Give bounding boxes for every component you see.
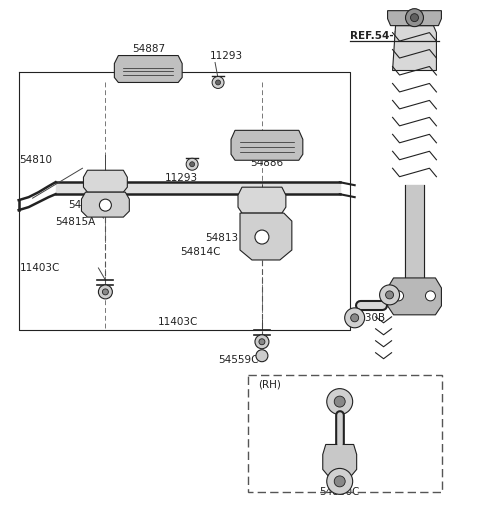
Text: 54815A: 54815A (56, 217, 96, 227)
Circle shape (259, 339, 265, 345)
Text: 54830C: 54830C (320, 487, 360, 497)
Circle shape (190, 162, 194, 167)
Circle shape (327, 468, 353, 494)
Bar (248, 375, 443, 492)
Circle shape (425, 291, 435, 301)
Polygon shape (387, 11, 442, 26)
Text: 54830B: 54830B (345, 313, 385, 323)
Circle shape (212, 77, 224, 88)
Circle shape (256, 350, 268, 361)
Text: 11403C: 11403C (20, 263, 60, 273)
Text: 54814C: 54814C (180, 247, 221, 257)
Circle shape (255, 335, 269, 349)
Polygon shape (323, 445, 357, 476)
Circle shape (327, 389, 353, 415)
Circle shape (255, 230, 269, 244)
Polygon shape (387, 278, 442, 315)
Polygon shape (82, 192, 129, 217)
Polygon shape (231, 130, 303, 160)
Circle shape (102, 289, 108, 295)
Polygon shape (238, 187, 286, 213)
Circle shape (98, 285, 112, 299)
Circle shape (385, 291, 394, 299)
Text: 11293: 11293 (210, 51, 243, 60)
Circle shape (216, 80, 220, 85)
Text: 54810: 54810 (20, 155, 53, 165)
Polygon shape (240, 213, 292, 260)
Circle shape (334, 396, 345, 407)
Text: 54887: 54887 (132, 44, 165, 54)
Circle shape (380, 285, 399, 305)
Text: 54886: 54886 (250, 158, 283, 168)
Text: 11403C: 11403C (158, 317, 199, 327)
Polygon shape (84, 170, 127, 192)
Polygon shape (393, 26, 436, 70)
Text: 54559C: 54559C (218, 355, 259, 365)
Circle shape (345, 308, 365, 328)
Polygon shape (114, 56, 182, 83)
Text: 54813: 54813 (69, 200, 102, 210)
Circle shape (406, 9, 423, 27)
Circle shape (99, 199, 111, 211)
Circle shape (351, 314, 359, 322)
Circle shape (334, 476, 345, 487)
Circle shape (186, 158, 198, 170)
Text: 54813: 54813 (205, 233, 238, 243)
Text: (RH): (RH) (258, 380, 281, 390)
Circle shape (410, 14, 419, 22)
Text: REF.54-546: REF.54-546 (350, 30, 415, 41)
Circle shape (394, 291, 404, 301)
Text: 11293: 11293 (165, 173, 198, 183)
